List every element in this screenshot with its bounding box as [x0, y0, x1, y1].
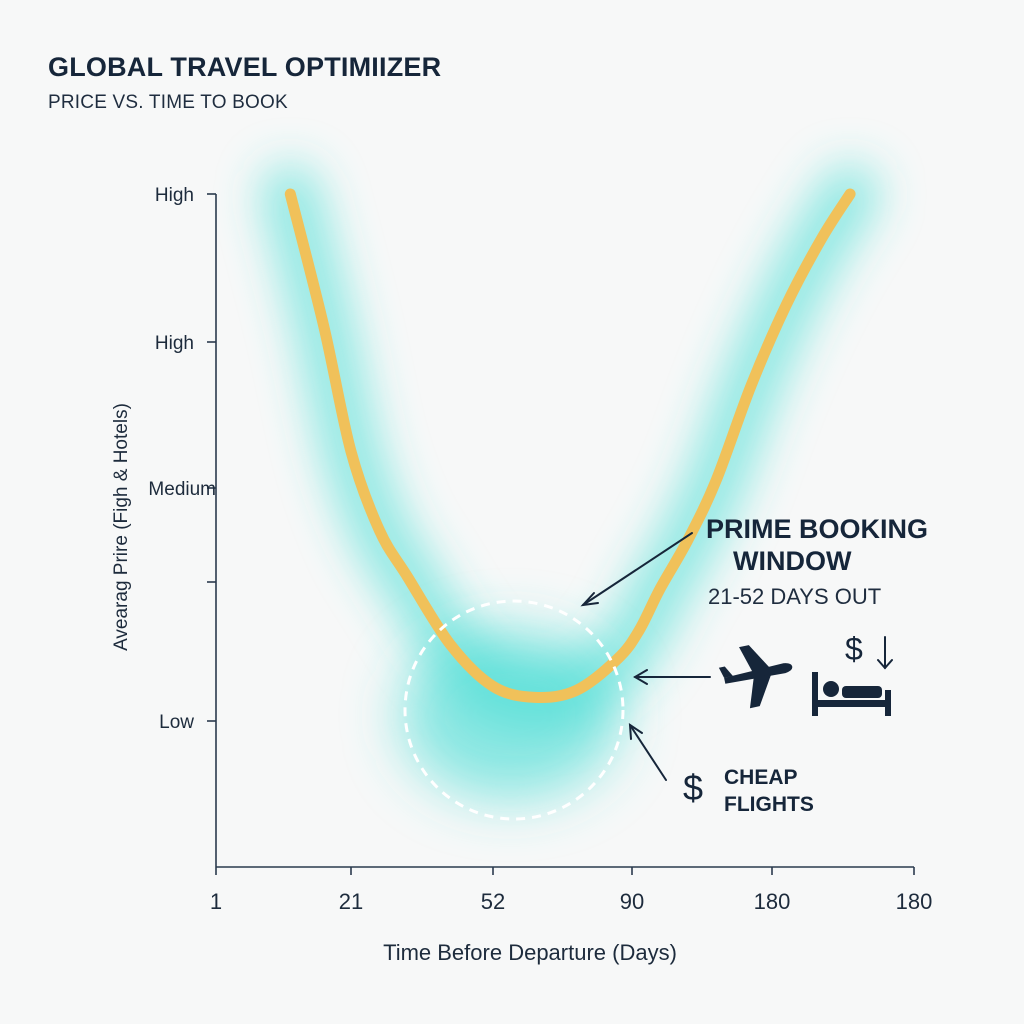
- prime-window-range: 21-52 DAYS OUT: [708, 584, 881, 609]
- price-curve-line: [284, 188, 856, 704]
- chart-title: GLOBAL TRAVEL OPTIMIIZER: [48, 52, 442, 82]
- y-axis-ticks: High High Medium Low: [148, 185, 216, 733]
- x-tick-label: 180: [896, 889, 933, 914]
- curve-glow-band: [260, 164, 881, 728]
- dollar-icon: $: [845, 631, 863, 667]
- bed-icon: [812, 672, 891, 716]
- dollar-down-icon: [877, 636, 893, 670]
- curve-glow-pool: [400, 630, 620, 800]
- arrow-head-cheap: [628, 723, 643, 740]
- x-tick-label: 90: [620, 889, 644, 914]
- y-axis-label: Avearag Prire (Figh & Hotels): [111, 403, 132, 651]
- arrow-head-curve: [580, 592, 599, 607]
- cheap-dollar-icon: $: [683, 767, 703, 808]
- y-tick-label: High: [155, 185, 194, 206]
- arrow-to-cheap: [629, 724, 667, 781]
- x-axis-ticks: 1 21 52 90 180 180: [210, 867, 932, 914]
- prime-window-title-line2: WINDOW: [733, 546, 852, 576]
- x-axis-label: Time Before Departure (Days): [383, 940, 677, 965]
- cheap-label-line1: CHEAP: [724, 766, 798, 789]
- prime-window-circle: [403, 599, 625, 821]
- prime-window-title-line1: PRIME BOOKING: [706, 514, 928, 544]
- airplane-icon: [718, 645, 793, 709]
- cheap-label-line2: FLIGHTS: [724, 793, 814, 816]
- y-tick-label: High: [155, 333, 194, 354]
- x-tick-label: 52: [481, 889, 505, 914]
- y-tick-label: Low: [159, 712, 194, 733]
- arrow-head-circle: [633, 669, 648, 685]
- y-tick-label: Medium: [148, 479, 216, 500]
- annotation-arrows: [580, 532, 711, 781]
- x-tick-label: 21: [339, 889, 363, 914]
- chart-subtitle: PRICE VS. TIME TO BOOK: [48, 92, 288, 113]
- x-tick-label: 180: [754, 889, 791, 914]
- curve-glow: [260, 164, 881, 800]
- arrow-to-curve: [582, 532, 693, 606]
- x-tick-label: 1: [210, 889, 222, 914]
